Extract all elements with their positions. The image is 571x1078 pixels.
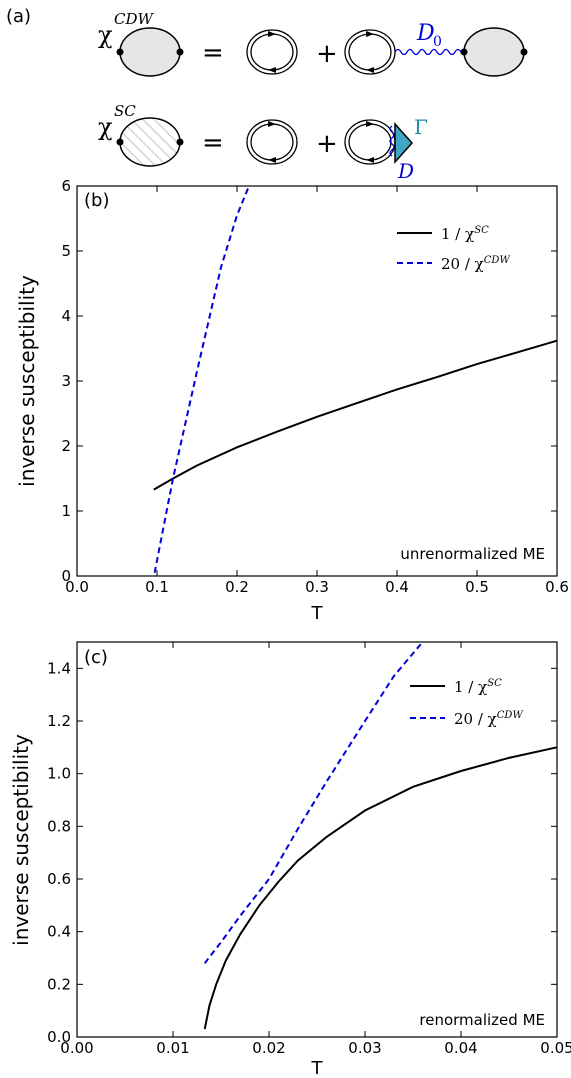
annotation: unrenormalized ME [400, 545, 545, 563]
bare-bubble [246, 29, 298, 75]
x-tick-label: 0.03 [348, 1039, 381, 1057]
panel-a-label: (a) [6, 6, 31, 27]
x-tick-label: 0.01 [156, 1039, 189, 1057]
chart-panel-b: 0.0 0.1 0.2 0.3 0.4 0.5 0.6 0 1 2 3 4 5 6 (b) inverse… [15, 177, 569, 624]
vertex-dot [520, 48, 528, 56]
vertex-dot [176, 48, 184, 56]
equals-sign: = [202, 128, 224, 158]
y-tick-label: 0.2 [47, 975, 71, 993]
panel-a-diagrams: (a) χ CDW = + D [6, 6, 528, 183]
y-tick-label: 3 [61, 372, 71, 390]
x-tick-label: 0.4 [385, 578, 409, 596]
legend-label-cdw: 20 / χCDW [441, 255, 510, 273]
x-tick-label: 0.00 [60, 1039, 93, 1057]
series-line-sc [153, 339, 558, 491]
d0-symbol: D [416, 21, 435, 46]
legend-label-sc: 1 / χSC [454, 678, 502, 696]
series-line-cdw [203, 641, 424, 964]
bubble-sc-lhs [119, 117, 181, 167]
x-tick-label: 0.3 [305, 578, 329, 596]
y-tick-label: 0 [61, 567, 71, 585]
series-line-cdw [153, 185, 250, 573]
plot-frame [76, 641, 558, 1038]
d-symbol: D [397, 159, 414, 183]
d0-sub: 0 [433, 34, 442, 50]
legend-label-cdw: 20 / χCDW [454, 710, 523, 728]
annotation: renormalized ME [419, 1011, 545, 1029]
row-cdw: χ CDW = + D 0 [98, 10, 528, 77]
series-line-sc [203, 746, 558, 1030]
vertex-dot [176, 138, 184, 146]
legend: 1 / χSC 20 / χCDW [397, 225, 510, 273]
y-tick-label: 5 [61, 242, 71, 260]
vertex-dot [116, 48, 124, 56]
chi-sc-sup: SC [114, 102, 136, 120]
x-axis-label: T [311, 1058, 324, 1078]
chi-cdw-sup: CDW [114, 10, 155, 28]
bubble-cdw-rhs [463, 27, 525, 77]
phonon-propagator-d0 [394, 48, 462, 56]
chi-sc-symbol: χ [98, 113, 113, 141]
y-tick-label: 0.8 [47, 817, 71, 835]
panel-label: (b) [84, 190, 109, 211]
vertex-dot [460, 48, 468, 56]
x-tick-label: 0.1 [145, 578, 169, 596]
y-tick-label: 0.6 [47, 870, 71, 888]
x-tick-label: 0.0 [65, 578, 89, 596]
plus-sign: + [316, 39, 338, 69]
bare-bubble [344, 29, 396, 75]
bare-bubble [246, 119, 298, 165]
x-tick-label: 0.5 [465, 578, 489, 596]
x-tick-label: 0.04 [444, 1039, 477, 1057]
x-axis-label: T [311, 603, 324, 624]
y-axis-label: inverse susceptibility [15, 275, 39, 487]
bubble-cdw-lhs [119, 27, 181, 77]
y-tick-label: 4 [61, 307, 71, 325]
x-tick-label: 0.02 [252, 1039, 285, 1057]
bare-bubble-with-vertex [344, 119, 414, 165]
plot-frame [76, 185, 558, 577]
phonon-propagator-d [389, 125, 395, 157]
gamma-vertex-triangle [394, 122, 414, 164]
x-tick-label: 0.2 [225, 578, 249, 596]
vertex-dot [116, 138, 124, 146]
y-tick-label: 1.4 [47, 659, 71, 677]
y-tick-label: 0.4 [47, 923, 71, 941]
y-tick-label: 1.0 [47, 765, 71, 783]
legend: 1 / χSC 20 / χCDW [410, 678, 523, 728]
row-sc: χ SC = + Γ D [98, 102, 428, 183]
chart-panel-c: 0.00 0.01 0.02 0.03 0.04 0.05 0.0 0.2 0.4 0.6 0.8 1… [9, 641, 571, 1078]
legend-label-sc: 1 / χSC [441, 225, 489, 243]
y-tick-label: 6 [61, 177, 71, 195]
equals-sign: = [202, 38, 224, 68]
x-tick-label: 0.6 [545, 578, 569, 596]
y-tick-label: 2 [61, 437, 71, 455]
y-tick-label: 1 [61, 502, 71, 520]
plus-sign: + [316, 129, 338, 159]
gamma-symbol: Γ [414, 115, 428, 139]
y-tick-label: 0.0 [47, 1028, 71, 1046]
y-tick-label: 1.2 [47, 712, 71, 730]
y-axis-label: inverse susceptibility [9, 734, 33, 946]
x-tick-label: 0.05 [540, 1039, 571, 1057]
chi-cdw-symbol: χ [98, 21, 113, 49]
panel-label: (c) [84, 647, 108, 668]
